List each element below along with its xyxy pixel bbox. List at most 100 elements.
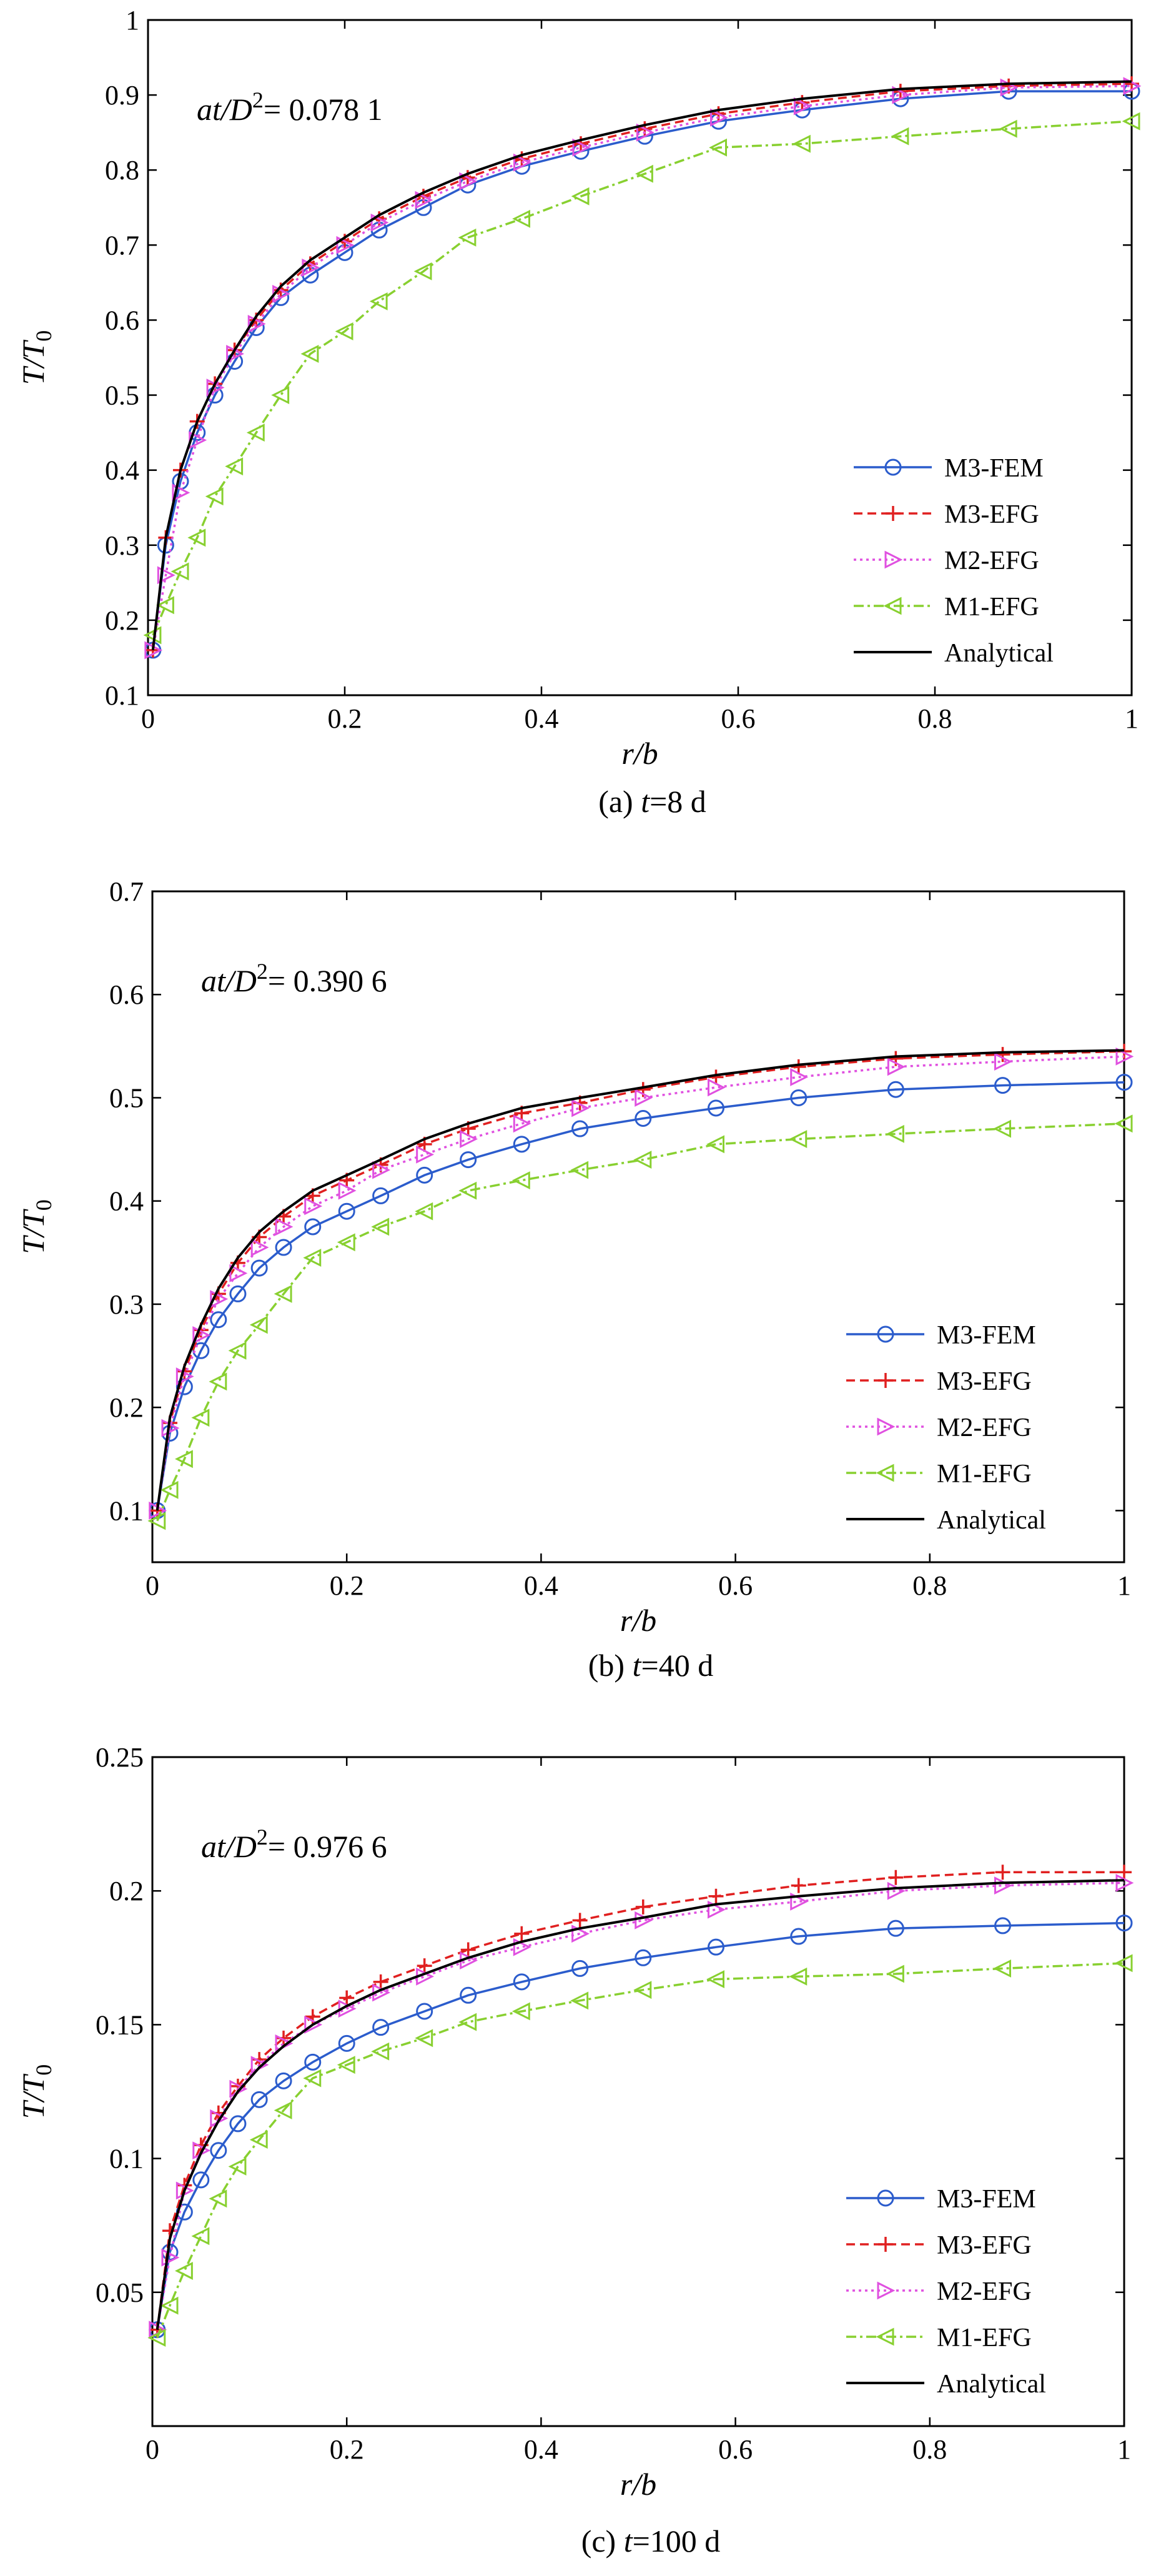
legend-marker [878,1373,893,1388]
data-point [994,1053,1012,1071]
legend-marker [877,1325,894,1343]
legend-label: M3-FEM [944,454,1044,483]
data-point [371,2042,390,2061]
data-point [160,2296,179,2315]
data-point [635,1899,651,1915]
x-tick-label: 1 [1117,2434,1131,2465]
y-tick-label: 0.2 [109,1876,144,1906]
data-point [373,1974,388,1989]
series-line [152,120,1132,636]
series-m1-efg [143,112,1140,645]
data-point [1115,1915,1133,1932]
data-point [706,1970,724,1988]
x-tick-label: 0.4 [524,1570,558,1601]
legend-item: Analytical [846,1506,1046,1535]
legend-label: M1-EFG [937,2324,1032,2352]
x-tick-label: 1 [1117,1570,1131,1601]
data-point [229,1264,248,1282]
data-point [225,457,244,476]
data-point [886,1124,904,1143]
data-point [513,153,531,172]
data-point [1122,112,1140,131]
y-tick-label: 0.9 [105,80,139,111]
data-point [250,1238,269,1257]
data-point [416,2003,433,2020]
data-point [143,626,162,645]
data-point [170,562,189,581]
legend-item: M1-EFG [846,2324,1032,2352]
data-point [793,97,812,116]
x-tick-label: 0 [146,1570,159,1601]
data-point [174,1450,193,1469]
chart-caption: (c) t=100 d [581,2524,721,2559]
data-point [571,1120,589,1137]
data-point [460,1986,477,2004]
data-point [460,1151,477,1169]
data-point [275,1239,292,1256]
data-point [229,2115,247,2133]
chart-caption: (b) t=40 d [588,1648,713,1683]
data-point [458,1181,477,1200]
y-tick-label: 0.7 [109,876,144,907]
data-point [887,1081,904,1098]
legend-label: Analytical [944,639,1054,668]
data-point [886,1964,904,1983]
data-point [371,1217,390,1236]
y-tick-label: 0.1 [105,680,139,711]
data-point [1114,1114,1133,1133]
data-point [994,1077,1011,1094]
data-point [635,1089,653,1107]
data-point [337,1233,355,1252]
data-point [707,1900,726,1919]
data-point [369,292,388,310]
data-point [300,345,319,363]
data-point [999,119,1017,138]
x-tick-label: 0.6 [721,703,756,734]
series-m1-efg [147,1114,1133,1530]
data-point [633,1981,652,1999]
x-tick-label: 0.2 [330,2434,364,2465]
legend-item: M2-EFG [854,547,1039,575]
series-analytical [156,1879,1125,2331]
y-tick-label: 0.5 [109,1082,144,1113]
legend-marker [878,2237,893,2252]
data-point [229,1285,247,1302]
data-point [887,1058,906,1076]
data-point [514,1926,530,1941]
x-tick-label: 0.8 [912,2434,947,2465]
y-tick-label: 0.4 [109,1186,144,1217]
data-point [993,1119,1011,1138]
x-tick-label: 1 [1125,703,1139,734]
data-point [789,1130,808,1148]
x-tick-label: 0.4 [524,2434,558,2465]
legend-marker [886,506,901,521]
y-tick-label: 0.3 [109,1289,144,1320]
data-point [175,1367,194,1386]
data-point [458,2013,477,2031]
data-point [160,1480,179,1499]
data-point [210,1311,227,1329]
data-point [191,2227,210,2246]
legend-marker [877,2281,896,2300]
data-point [887,1920,904,1937]
svg-text:T/T0: T/T0 [16,1199,56,1254]
data-point [274,1284,292,1303]
legend-item: M3-EFG [846,1367,1032,1396]
y-tick-label: 0.7 [105,230,139,260]
data-point [512,209,530,228]
legend-label: M2-EFG [944,547,1039,575]
data-point [891,127,909,146]
data-point [710,108,728,127]
legend-box [837,2170,1112,2414]
legend-item: M1-EFG [854,593,1039,622]
data-point [250,2091,268,2108]
y-tick-label: 0.1 [109,2144,144,2174]
data-point [187,528,206,547]
data-point [339,1990,355,2006]
data-point [304,1218,322,1236]
data-point [1114,1954,1133,1973]
legend-item: Analytical [846,2370,1046,2399]
data-point [790,1892,809,1911]
chart-panel-2: 0 0.2 0.4 0.6 0.8 1 0.1 0.2 0.3 0.4 0.5 0.6 0.7 r/b T/… [16,876,1134,1683]
x-axis-label: r/b [621,736,658,771]
